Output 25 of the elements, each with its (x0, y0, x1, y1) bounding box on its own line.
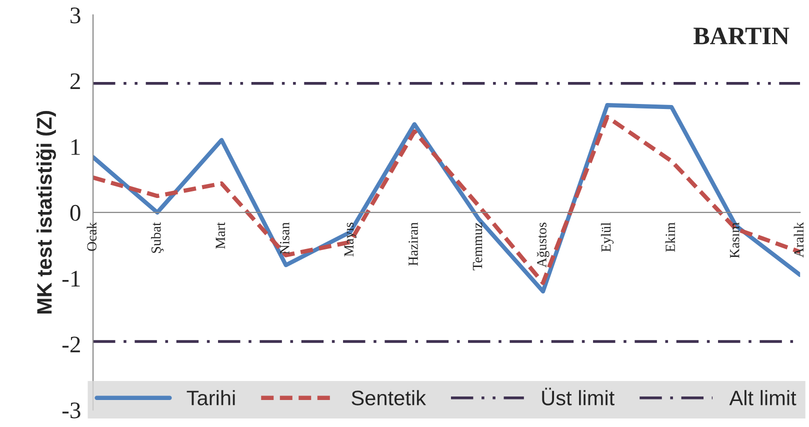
x-tick-label: Haziran (408, 222, 418, 266)
x-tick-label: Şubat (151, 222, 164, 253)
y-tick-label: -3 (62, 402, 80, 418)
y-tick-label: 0 (70, 204, 80, 221)
legend-label: Üst limit (542, 388, 614, 406)
x-tick-label: Mayıs (344, 222, 356, 256)
y-tick-label: -1 (62, 270, 80, 286)
x-tick-label: Nisan (280, 222, 290, 254)
x-tick-label: Mart (216, 222, 226, 249)
chart-title: BARTIN (694, 28, 790, 44)
legend-label: Alt limit (729, 390, 796, 406)
y-axis-title: MK test istatistiği (Z) (36, 111, 56, 314)
x-tick-label: Aralık (794, 222, 804, 258)
x-tick-label: Kasım (730, 222, 740, 258)
legend-label: Sentetik (352, 390, 426, 406)
x-tick-label: Eylül (600, 222, 614, 252)
legend-label: Tarihi (186, 390, 235, 406)
x-tick-label: Ekim (665, 222, 675, 252)
y-tick-label: 3 (70, 8, 80, 24)
y-tick-label: -2 (62, 336, 80, 352)
x-tick-label: Ocak (86, 222, 97, 251)
y-tick-label: 2 (70, 73, 80, 89)
y-tick-label: 1 (72, 139, 80, 155)
x-tick-label: Ağustos (536, 222, 550, 268)
x-tick-label: Temmuz (472, 222, 482, 270)
